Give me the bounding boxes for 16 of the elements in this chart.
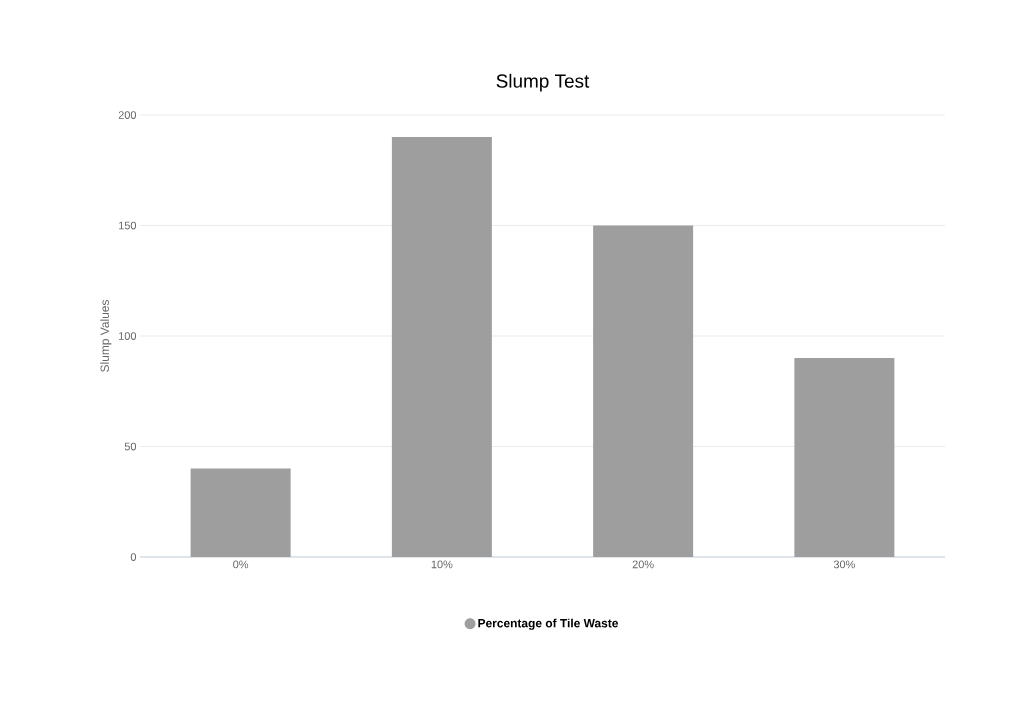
bar — [593, 225, 694, 557]
y-tick-label: 100 — [119, 332, 137, 340]
y-tick-label: 150 — [119, 221, 137, 230]
chart-title: Slump Test — [496, 73, 590, 92]
bar — [794, 358, 895, 557]
y-tick-label: 50 — [124, 442, 137, 451]
bar — [190, 468, 291, 557]
y-axis-title: Slump Values — [100, 300, 112, 372]
y-tick-label: 200 — [118, 111, 137, 119]
legend-label: Percentage of Tile Waste — [478, 618, 618, 630]
x-tick-label: 10% — [431, 560, 453, 569]
x-tick-label: 30% — [833, 560, 855, 569]
y-tick-label: 0 — [130, 553, 137, 561]
x-tick-label: 0% — [233, 560, 249, 569]
x-tick-label: 20% — [632, 560, 654, 569]
bar — [391, 137, 492, 557]
